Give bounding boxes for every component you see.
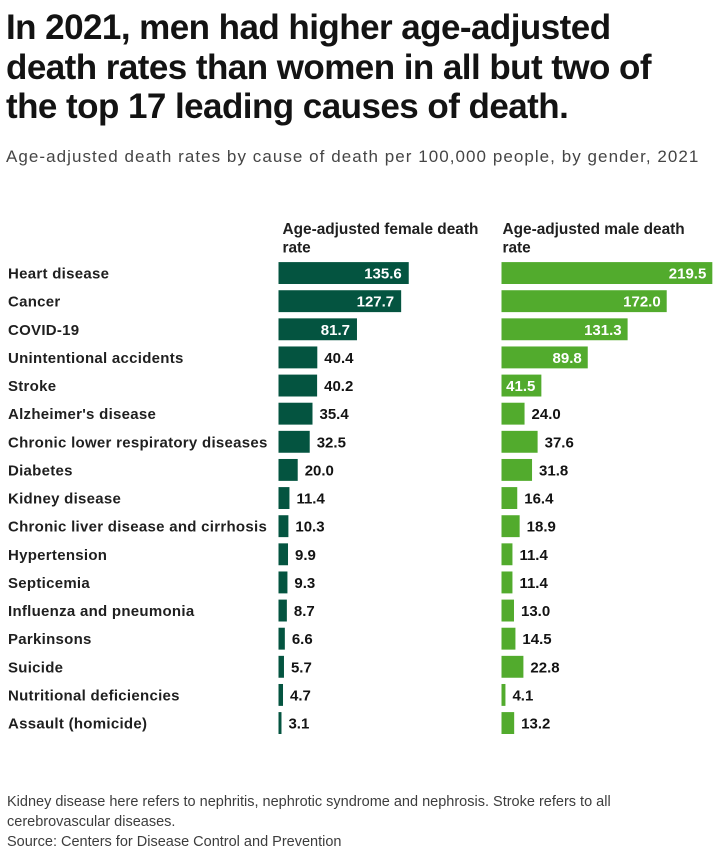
- svg-text:11.4: 11.4: [519, 547, 548, 564]
- svg-text:Unintentional accidents: Unintentional accidents: [8, 350, 184, 367]
- svg-text:40.2: 40.2: [324, 378, 353, 395]
- svg-text:Age-adjusted male death: Age-adjusted male death: [503, 221, 685, 238]
- svg-text:9.9: 9.9: [295, 547, 316, 564]
- svg-text:9.3: 9.3: [294, 575, 315, 592]
- svg-text:89.8: 89.8: [553, 350, 582, 367]
- svg-text:131.3: 131.3: [584, 322, 622, 339]
- svg-text:4.7: 4.7: [290, 687, 311, 704]
- svg-text:10.3: 10.3: [295, 519, 324, 536]
- svg-text:Alzheimer's disease: Alzheimer's disease: [8, 406, 156, 423]
- svg-text:Stroke: Stroke: [8, 378, 56, 395]
- svg-text:135.6: 135.6: [364, 266, 402, 283]
- svg-text:127.7: 127.7: [357, 294, 395, 311]
- svg-text:COVID-19: COVID-19: [8, 322, 79, 339]
- svg-text:40.4: 40.4: [324, 350, 354, 367]
- svg-text:172.0: 172.0: [623, 294, 661, 311]
- svg-text:31.8: 31.8: [539, 462, 568, 479]
- svg-text:22.8: 22.8: [530, 659, 559, 676]
- svg-text:Parkinsons: Parkinsons: [8, 631, 92, 648]
- svg-text:14.5: 14.5: [522, 631, 551, 648]
- svg-text:24.0: 24.0: [532, 406, 561, 423]
- svg-text:4.1: 4.1: [512, 687, 533, 704]
- svg-text:13.2: 13.2: [521, 716, 550, 733]
- svg-text:41.5: 41.5: [506, 378, 535, 395]
- svg-text:18.9: 18.9: [527, 519, 556, 536]
- svg-text:Chronic liver disease and cirr: Chronic liver disease and cirrhosis: [8, 519, 267, 536]
- svg-text:Assault (homicide): Assault (homicide): [8, 716, 147, 733]
- svg-text:13.0: 13.0: [521, 603, 550, 620]
- svg-text:Diabetes: Diabetes: [8, 462, 73, 479]
- svg-text:Septicemia: Septicemia: [8, 575, 90, 592]
- svg-text:35.4: 35.4: [320, 406, 350, 423]
- svg-text:11.4: 11.4: [296, 491, 325, 508]
- svg-text:Heart disease: Heart disease: [8, 266, 109, 283]
- svg-text:32.5: 32.5: [317, 434, 346, 451]
- svg-text:Age-adjusted female death: Age-adjusted female death: [283, 221, 479, 238]
- svg-text:8.7: 8.7: [294, 603, 315, 620]
- svg-text:Nutritional deficiencies: Nutritional deficiencies: [8, 687, 180, 704]
- svg-text:37.6: 37.6: [545, 434, 574, 451]
- svg-text:Suicide: Suicide: [8, 659, 63, 676]
- svg-text:11.4: 11.4: [519, 575, 548, 592]
- svg-text:16.4: 16.4: [524, 491, 554, 508]
- svg-text:219.5: 219.5: [669, 266, 707, 283]
- svg-text:3.1: 3.1: [288, 716, 309, 733]
- svg-text:6.6: 6.6: [292, 631, 313, 648]
- svg-text:81.7: 81.7: [321, 322, 350, 339]
- svg-text:Hypertension: Hypertension: [8, 547, 107, 564]
- svg-text:Influenza and pneumonia: Influenza and pneumonia: [8, 603, 195, 620]
- svg-text:rate: rate: [503, 240, 532, 257]
- svg-text:rate: rate: [283, 240, 312, 257]
- svg-text:Chronic lower respiratory dise: Chronic lower respiratory diseases: [8, 434, 268, 451]
- svg-text:20.0: 20.0: [305, 462, 334, 479]
- svg-text:5.7: 5.7: [291, 659, 312, 676]
- svg-text:Kidney disease: Kidney disease: [8, 491, 121, 508]
- svg-text:Cancer: Cancer: [8, 294, 61, 311]
